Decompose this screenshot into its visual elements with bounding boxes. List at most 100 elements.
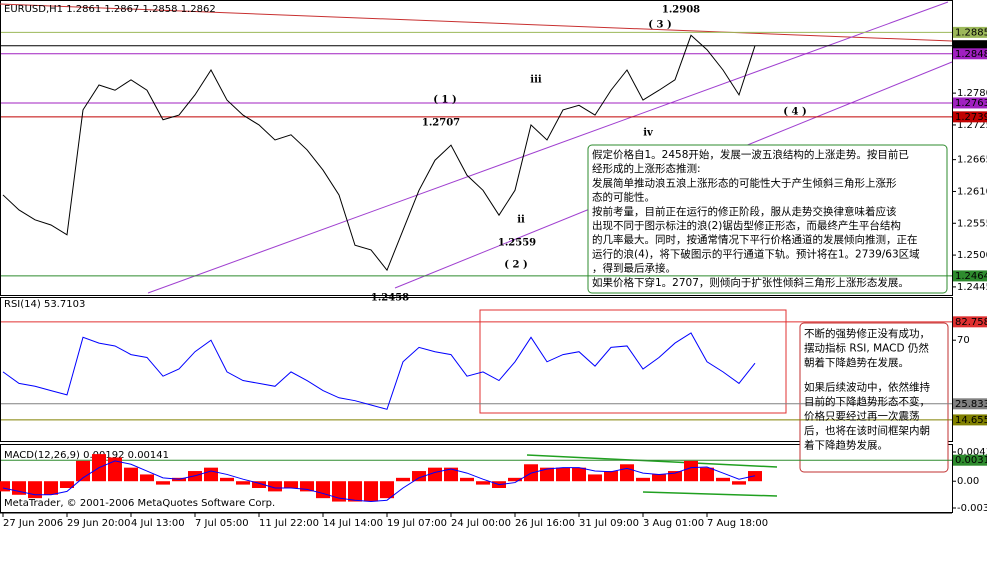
wave-label: iv xyxy=(643,128,654,139)
macd-bar xyxy=(412,471,426,482)
macd-bar xyxy=(0,481,10,492)
price-note-line: 的几率最大。同时，按通常情况下平行价格通道的发展倾向推测，正在 xyxy=(592,233,918,246)
wave-label: 1.2458 xyxy=(371,293,409,304)
y-tick-label: -0.00395 xyxy=(957,503,987,514)
macd-bar xyxy=(220,477,234,482)
indicator-line xyxy=(2,460,756,503)
y-tick-label: 0.00431 xyxy=(957,447,987,458)
price-note-line: ，得到最后承接。 xyxy=(592,262,676,275)
price-note-line: 按前考量，目前正在运行的修正阶段，服从走势交换律意味着应该 xyxy=(592,205,897,218)
x-tick-label: 7 Aug 18:00 xyxy=(707,518,768,529)
macd-bar xyxy=(332,481,346,502)
price-line xyxy=(2,34,756,272)
level-label: 25.8333 xyxy=(955,399,987,410)
trend-lines xyxy=(0,1,953,497)
price-note-line: 经形成的上涨形态推测: xyxy=(592,162,701,175)
macd-bar xyxy=(108,457,122,482)
macd-bar xyxy=(428,467,442,482)
level-label: 82.7588 xyxy=(955,317,987,328)
y-tick-label: 1.2555 xyxy=(957,218,987,229)
macd-bar xyxy=(60,481,74,488)
level-label: 0.0031 xyxy=(955,455,987,466)
macd-bar xyxy=(732,481,746,485)
price-note-line: 假定价格自1。2458开始，发展一波五浪结构的上涨走势。按目前已 xyxy=(592,148,909,161)
price-note-line: 运行的浪(4)，将下破图示的平行通道下轨。预计将在1。2739/63区域 xyxy=(592,247,920,260)
price-note-line: 如果价格下穿1。2707，则倾向于扩张性倾斜三角形上涨形态发展。 xyxy=(592,276,909,289)
wave-label: 1.2707 xyxy=(422,118,460,129)
x-tick-label: 31 Jul 09:00 xyxy=(579,518,639,529)
macd-title: MACD(12,26,9) 0.00192 0.00141 xyxy=(4,450,169,461)
macd-bar xyxy=(284,481,298,488)
macd-bar xyxy=(12,481,26,495)
channel-upper xyxy=(147,1,949,294)
level-label-box xyxy=(953,398,987,410)
level-label-box xyxy=(953,26,987,38)
macd-bar xyxy=(652,474,666,482)
macd-bar xyxy=(396,477,410,482)
x-tick-label: 27 Jun 2006 xyxy=(3,518,63,529)
price-note-line: 态的可能性。 xyxy=(592,191,655,204)
y-tick-label: 0.00 xyxy=(957,476,979,487)
wave-label: 1.2559 xyxy=(498,238,536,249)
x-tick-label: 26 Jul 16:00 xyxy=(515,518,575,529)
indicator-line xyxy=(2,332,756,410)
macd-bar xyxy=(124,467,138,482)
macd-bar xyxy=(668,471,682,482)
macd-bar xyxy=(444,467,458,482)
macd-bar xyxy=(460,477,474,482)
rsi-highlight xyxy=(479,309,787,414)
y-tick-label: 1.2445 xyxy=(957,282,987,293)
y-tick-label: 1.2665 xyxy=(957,155,987,166)
macd-bar xyxy=(700,467,714,482)
macd-bar xyxy=(588,474,602,482)
level-label-box xyxy=(953,97,987,109)
macd-bar xyxy=(476,481,490,485)
macd-bar xyxy=(316,481,330,499)
indicator-note-line: 摆动指标 RSI, MACD 仍然 xyxy=(804,342,929,355)
wave-label: 1.2908 xyxy=(662,5,700,16)
macd-bar xyxy=(156,481,170,485)
macd-trend-upper xyxy=(526,454,778,468)
level-label: 1.2763 xyxy=(955,98,987,109)
macd-bar xyxy=(364,481,378,502)
y-tick-label: 1.2725 xyxy=(957,120,987,131)
price-panel xyxy=(0,0,953,296)
x-tick-label: 7 Jul 05:00 xyxy=(195,518,249,529)
indicator-note-line: 后，也将在该时间框架内朝 xyxy=(804,424,930,437)
macd-bar xyxy=(204,467,218,482)
indicator-note-line: 如果后续波动中，依然维持 xyxy=(804,381,930,394)
level-label: 1.2862 xyxy=(955,41,987,52)
price-note-line: 出现不同于图示标注的浪(2)锯齿型修正形态，而最终产生平台结构 xyxy=(592,219,901,232)
macd-bar xyxy=(300,481,314,492)
level-label: 1.2464 xyxy=(955,271,987,282)
level-label-box xyxy=(953,111,987,123)
wave-label: ( 3 ) xyxy=(648,20,671,31)
y-tick-label: 70 xyxy=(957,335,970,346)
macd-bar xyxy=(636,477,650,482)
macd-bar xyxy=(380,481,394,499)
x-tick-label: 14 Jul 14:00 xyxy=(323,518,383,529)
level-label: 1.2848 xyxy=(955,49,987,60)
macd-bar xyxy=(572,467,586,482)
macd-bar xyxy=(716,477,730,482)
macd-bar xyxy=(556,467,570,482)
x-tick-label: 29 Jun 20:00 xyxy=(67,518,131,529)
resistance-line xyxy=(0,3,953,42)
macd-trend-lower xyxy=(642,491,778,497)
x-tick-label: 19 Jul 07:00 xyxy=(387,518,447,529)
macd-bar xyxy=(268,481,282,492)
macd-bar xyxy=(620,464,634,482)
indicator-note-box xyxy=(799,322,949,473)
price-note-box xyxy=(587,144,948,294)
macd-bar xyxy=(28,481,42,499)
level-label: 14.6552 xyxy=(955,415,987,426)
macd-bar xyxy=(44,481,58,495)
wave-label: ( 4 ) xyxy=(783,107,806,118)
wave-label: ii xyxy=(517,215,525,226)
y-tick-label: 1.2780 xyxy=(957,88,987,99)
wave-label: iii xyxy=(530,75,542,86)
copyright: MetaTrader, © 2001-2006 MetaQuotes Softw… xyxy=(4,498,275,509)
y-tick-label: 1.2610 xyxy=(957,186,987,197)
chart-title: EURUSD,H1 1.2861 1.2867 1.2858 1.2862 xyxy=(4,4,216,15)
